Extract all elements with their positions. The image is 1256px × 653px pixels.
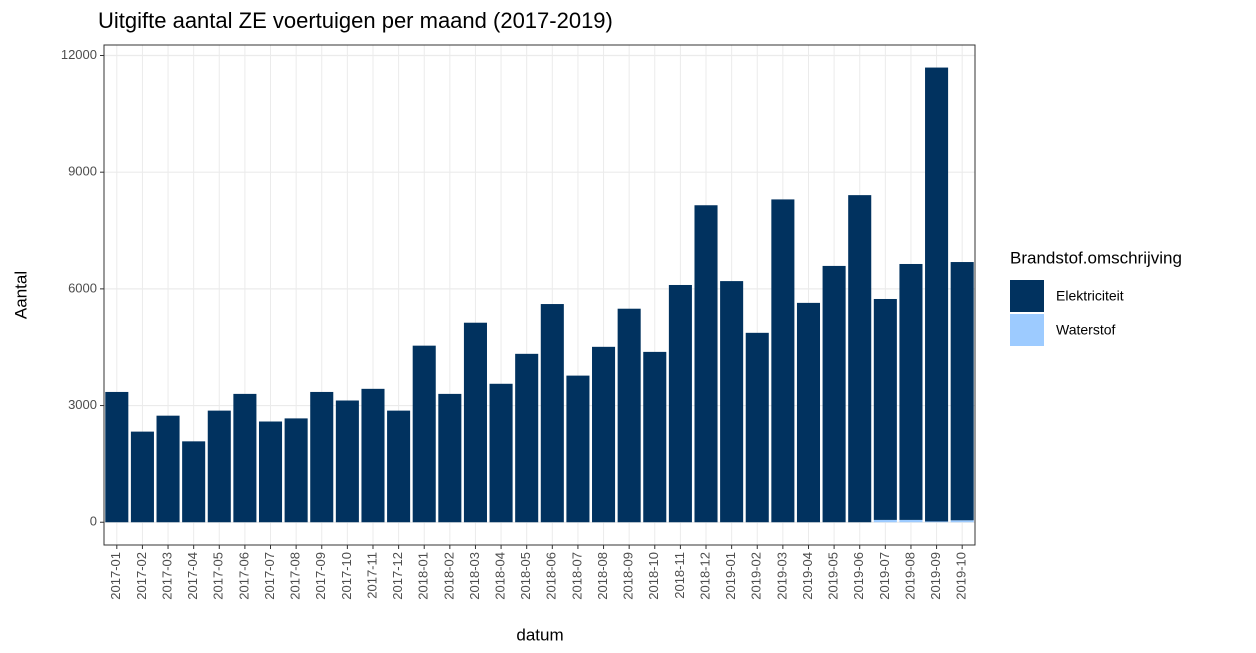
bar bbox=[284, 418, 308, 523]
bar bbox=[463, 322, 487, 523]
y-tick-label: 12000 bbox=[61, 47, 97, 62]
bar bbox=[873, 298, 897, 520]
chart-title: Uitgifte aantal ZE voertuigen per maand … bbox=[98, 8, 613, 33]
bar bbox=[771, 199, 795, 523]
x-tick-label: 2018-01 bbox=[416, 552, 431, 600]
panel-border bbox=[103, 44, 976, 546]
x-tick-label: 2018-04 bbox=[493, 552, 508, 600]
legend-title: Brandstof.omschrijving bbox=[1010, 248, 1182, 267]
x-tick-label: 2017-12 bbox=[390, 552, 405, 600]
bar bbox=[566, 375, 590, 523]
bar bbox=[515, 353, 539, 523]
bar bbox=[387, 410, 411, 523]
x-tick-label: 2017-02 bbox=[134, 552, 149, 600]
bar bbox=[720, 281, 744, 523]
bar bbox=[745, 332, 769, 523]
bar bbox=[925, 521, 949, 523]
x-tick-label: 2018-03 bbox=[467, 552, 482, 600]
bar bbox=[950, 262, 974, 521]
bar bbox=[105, 391, 129, 523]
x-tick-label: 2017-01 bbox=[108, 552, 123, 600]
x-tick-label: 2019-01 bbox=[723, 552, 738, 600]
x-tick-label: 2019-04 bbox=[800, 552, 815, 600]
bar bbox=[130, 431, 154, 523]
x-tick-label: 2019-05 bbox=[826, 552, 841, 600]
x-tick-label: 2017-08 bbox=[288, 552, 303, 600]
bar bbox=[822, 265, 846, 523]
bar bbox=[207, 410, 231, 523]
bar bbox=[899, 519, 923, 523]
bar bbox=[412, 345, 436, 523]
x-tick-label: 2017-03 bbox=[159, 552, 174, 600]
bar bbox=[182, 441, 206, 523]
x-tick-label: 2018-05 bbox=[518, 552, 533, 600]
x-axis-title: datum bbox=[516, 625, 563, 644]
x-tick-label: 2018-08 bbox=[595, 552, 610, 600]
bar bbox=[796, 302, 821, 523]
legend-label: Elektriciteit bbox=[1056, 288, 1124, 304]
x-tick-label: 2018-10 bbox=[646, 552, 661, 600]
bar bbox=[258, 421, 283, 523]
y-tick-label: 0 bbox=[90, 514, 97, 529]
legend-swatch bbox=[1010, 280, 1044, 312]
x-tick-label: 2019-09 bbox=[928, 552, 943, 600]
bar bbox=[848, 195, 872, 523]
x-tick-label: 2018-12 bbox=[697, 552, 712, 600]
x-tick-label: 2019-08 bbox=[902, 552, 917, 600]
bar bbox=[873, 519, 897, 523]
bar bbox=[950, 520, 974, 523]
legend-label: Waterstof bbox=[1056, 322, 1115, 338]
legend-swatch bbox=[1010, 314, 1044, 346]
bar bbox=[694, 205, 718, 523]
x-tick-label: 2018-11 bbox=[672, 552, 687, 599]
bar bbox=[668, 284, 692, 523]
bar bbox=[617, 308, 641, 523]
x-tick-label: 2017-07 bbox=[262, 552, 277, 600]
bar bbox=[310, 391, 334, 523]
bar bbox=[361, 388, 385, 523]
x-tick-label: 2019-06 bbox=[851, 552, 866, 600]
x-tick-label: 2019-10 bbox=[954, 552, 969, 600]
x-tick-label: 2018-07 bbox=[569, 552, 584, 600]
x-tick-label: 2017-11 bbox=[364, 552, 379, 599]
bar bbox=[156, 415, 180, 523]
bar bbox=[592, 346, 616, 523]
y-tick-label: 9000 bbox=[68, 164, 97, 179]
bar bbox=[540, 304, 564, 523]
bar bbox=[335, 400, 359, 523]
x-tick-label: 2019-07 bbox=[877, 552, 892, 600]
x-tick-label: 2017-10 bbox=[339, 552, 354, 600]
bar bbox=[489, 383, 513, 523]
bar bbox=[438, 393, 462, 523]
x-tick-label: 2018-06 bbox=[544, 552, 559, 600]
y-tick-label: 3000 bbox=[68, 397, 97, 412]
x-tick-label: 2019-03 bbox=[774, 552, 789, 600]
y-axis-title: Aantal bbox=[11, 271, 30, 319]
x-tick-label: 2019-02 bbox=[749, 552, 764, 600]
x-tick-label: 2017-05 bbox=[211, 552, 226, 600]
bar bbox=[233, 393, 257, 523]
bar bbox=[925, 67, 949, 522]
x-tick-label: 2018-09 bbox=[621, 552, 636, 600]
x-tick-label: 2017-04 bbox=[185, 552, 200, 600]
x-tick-label: 2017-09 bbox=[313, 552, 328, 600]
x-tick-label: 2018-02 bbox=[441, 552, 456, 600]
bar bbox=[899, 263, 923, 520]
x-tick-label: 2017-06 bbox=[236, 552, 251, 600]
y-tick-label: 6000 bbox=[68, 280, 97, 295]
bar bbox=[643, 351, 667, 523]
